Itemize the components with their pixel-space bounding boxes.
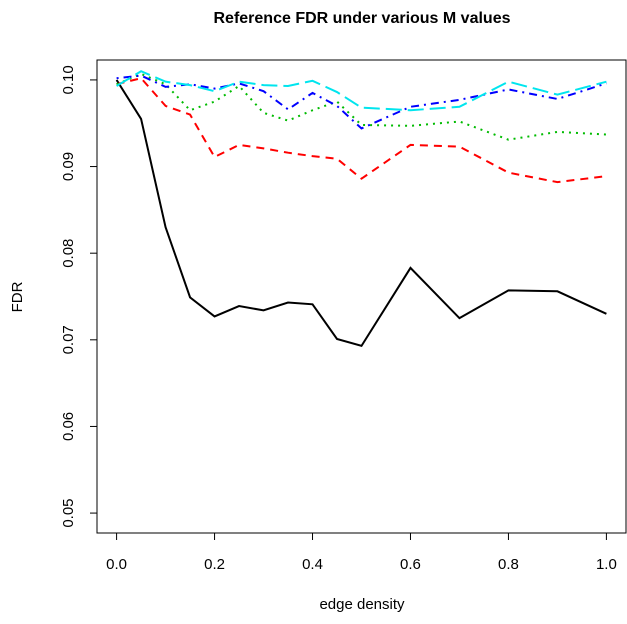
x-tick-label: 0.2 xyxy=(204,556,225,573)
x-axis-label: edge density xyxy=(319,596,405,613)
x-tick-label: 0.8 xyxy=(498,556,519,573)
series-line xyxy=(116,70,607,112)
series-line xyxy=(115,79,607,348)
series-line xyxy=(116,74,607,130)
x-tick-label: 0.4 xyxy=(302,556,323,573)
y-tick-label: 0.08 xyxy=(60,239,77,268)
y-tick-label: 0.10 xyxy=(60,65,77,94)
series-line xyxy=(116,77,607,184)
y-tick-label: 0.09 xyxy=(60,152,77,181)
chart-title: Reference FDR under various M values xyxy=(214,10,511,27)
plot-box xyxy=(96,59,627,534)
x-tick-label: 0.6 xyxy=(400,556,421,573)
x-tick-label: 1.0 xyxy=(596,556,617,573)
y-tick-label: 0.05 xyxy=(60,498,77,527)
y-tick-label: 0.06 xyxy=(60,412,77,441)
x-tick-label: 0.0 xyxy=(106,556,127,573)
y-axis-label: FDR xyxy=(9,281,26,312)
y-tick-label: 0.07 xyxy=(60,325,77,354)
series-line xyxy=(116,72,607,141)
